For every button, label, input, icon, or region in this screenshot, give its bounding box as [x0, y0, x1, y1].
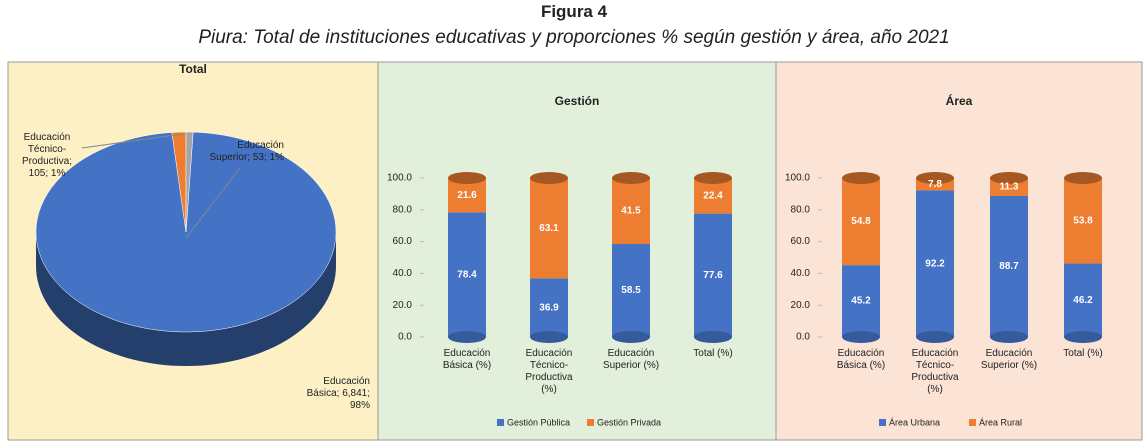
value-label: 53.8	[1073, 215, 1093, 226]
bar-segment	[612, 178, 650, 244]
bar-cap	[842, 172, 880, 184]
value-label: 41.5	[621, 206, 641, 217]
value-label: 11.3	[1000, 182, 1019, 193]
y-tick-label: 0.0	[398, 332, 412, 343]
bar-segment	[448, 212, 486, 337]
x-tick-label: Educación Técnico-Productiva (%)	[911, 348, 959, 395]
value-label: 77.6	[703, 270, 723, 281]
y-tick-label: 100.0	[387, 173, 412, 184]
panel-title: Área	[946, 93, 973, 108]
bar-segment	[1064, 178, 1102, 264]
value-label: 58.5	[621, 285, 641, 296]
y-tick-label: 80.0	[791, 204, 811, 215]
panel-title: Gestión	[555, 94, 600, 108]
bar-segment	[1064, 263, 1102, 337]
legend-swatch	[497, 419, 504, 426]
y-tick-label: 0.0	[796, 332, 810, 343]
bar-cap	[694, 172, 732, 184]
value-label: 92.2	[925, 258, 945, 269]
leader-line	[81, 133, 183, 149]
bar-segment	[530, 178, 568, 279]
bar-base	[694, 331, 732, 343]
x-tick-label: Educación Básica (%)	[442, 348, 492, 371]
bar-cap	[916, 172, 954, 184]
y-tick-label: 80.0	[393, 204, 413, 215]
legend-label: Gestión Privada	[597, 417, 661, 427]
y-tick-label: 60.0	[393, 236, 413, 247]
pie-label: Educación Técnico-Productiva; 105; 1%	[21, 132, 73, 179]
bar-segment	[916, 190, 954, 337]
bar-cap	[530, 172, 568, 184]
legend-label: Gestión Pública	[507, 417, 570, 427]
bar-segment	[842, 265, 880, 337]
value-label: 45.2	[851, 296, 871, 307]
pie-slice	[35, 131, 337, 333]
bar-base	[448, 331, 486, 343]
x-tick-label: Total (%)	[1063, 348, 1103, 359]
bar-segment	[612, 243, 650, 337]
x-tick-label: Educación Superior (%)	[980, 348, 1038, 371]
bar-cap	[990, 172, 1028, 184]
bar-base	[612, 331, 650, 343]
bar-base	[530, 331, 568, 343]
x-tick-label: Educación Técnico-Productiva (%)	[525, 348, 573, 395]
value-label: 36.9	[539, 302, 559, 313]
legend-swatch	[969, 419, 976, 426]
value-label: 46.2	[1073, 295, 1093, 306]
bar-base	[916, 331, 954, 343]
x-tick-label: Total (%)	[693, 348, 733, 359]
value-label: 22.4	[703, 190, 723, 201]
y-tick-label: 20.0	[791, 300, 811, 311]
leader-line	[185, 167, 241, 239]
value-label: 88.7	[999, 261, 1019, 272]
value-label: 7.8	[928, 179, 942, 190]
bar-segment	[694, 213, 732, 337]
panel-title: Total	[179, 62, 207, 76]
legend-label: Área Rural	[979, 417, 1022, 427]
y-tick-label: 20.0	[393, 300, 413, 311]
figure-title: Piura: Total de instituciones educativas…	[198, 27, 950, 48]
x-tick-label: Educación Básica (%)	[836, 348, 886, 371]
x-tick-label: Educación Superior (%)	[602, 348, 660, 371]
bar-base	[990, 331, 1028, 343]
value-label: 54.8	[851, 216, 871, 227]
y-tick-label: 100.0	[785, 173, 810, 184]
bar-cap	[1064, 172, 1102, 184]
legend-swatch	[879, 419, 886, 426]
y-tick-label: 40.0	[393, 268, 413, 279]
pie-slice	[185, 131, 194, 233]
pie-label: Educación Básica; 6,841; 98%	[306, 376, 370, 411]
bar-segment	[530, 278, 568, 337]
legend-swatch	[587, 419, 594, 426]
pie-label: Educación Superior; 53; 1%	[209, 140, 285, 163]
figure-label: Figura 4	[540, 2, 608, 21]
bar-cap	[612, 172, 650, 184]
bar-base	[842, 331, 880, 343]
y-tick-label: 40.0	[791, 268, 811, 279]
bar-cap	[448, 172, 486, 184]
value-label: 21.6	[457, 190, 477, 201]
value-label: 63.1	[539, 223, 559, 234]
bar-segment	[842, 178, 880, 266]
bar-segment	[990, 195, 1028, 337]
legend-label: Área Urbana	[889, 417, 940, 427]
bar-base	[1064, 331, 1102, 343]
value-label: 78.4	[457, 269, 477, 280]
y-tick-label: 60.0	[791, 236, 811, 247]
